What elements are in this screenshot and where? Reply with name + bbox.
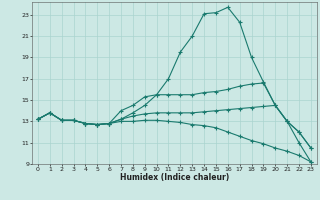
X-axis label: Humidex (Indice chaleur): Humidex (Indice chaleur)	[120, 173, 229, 182]
